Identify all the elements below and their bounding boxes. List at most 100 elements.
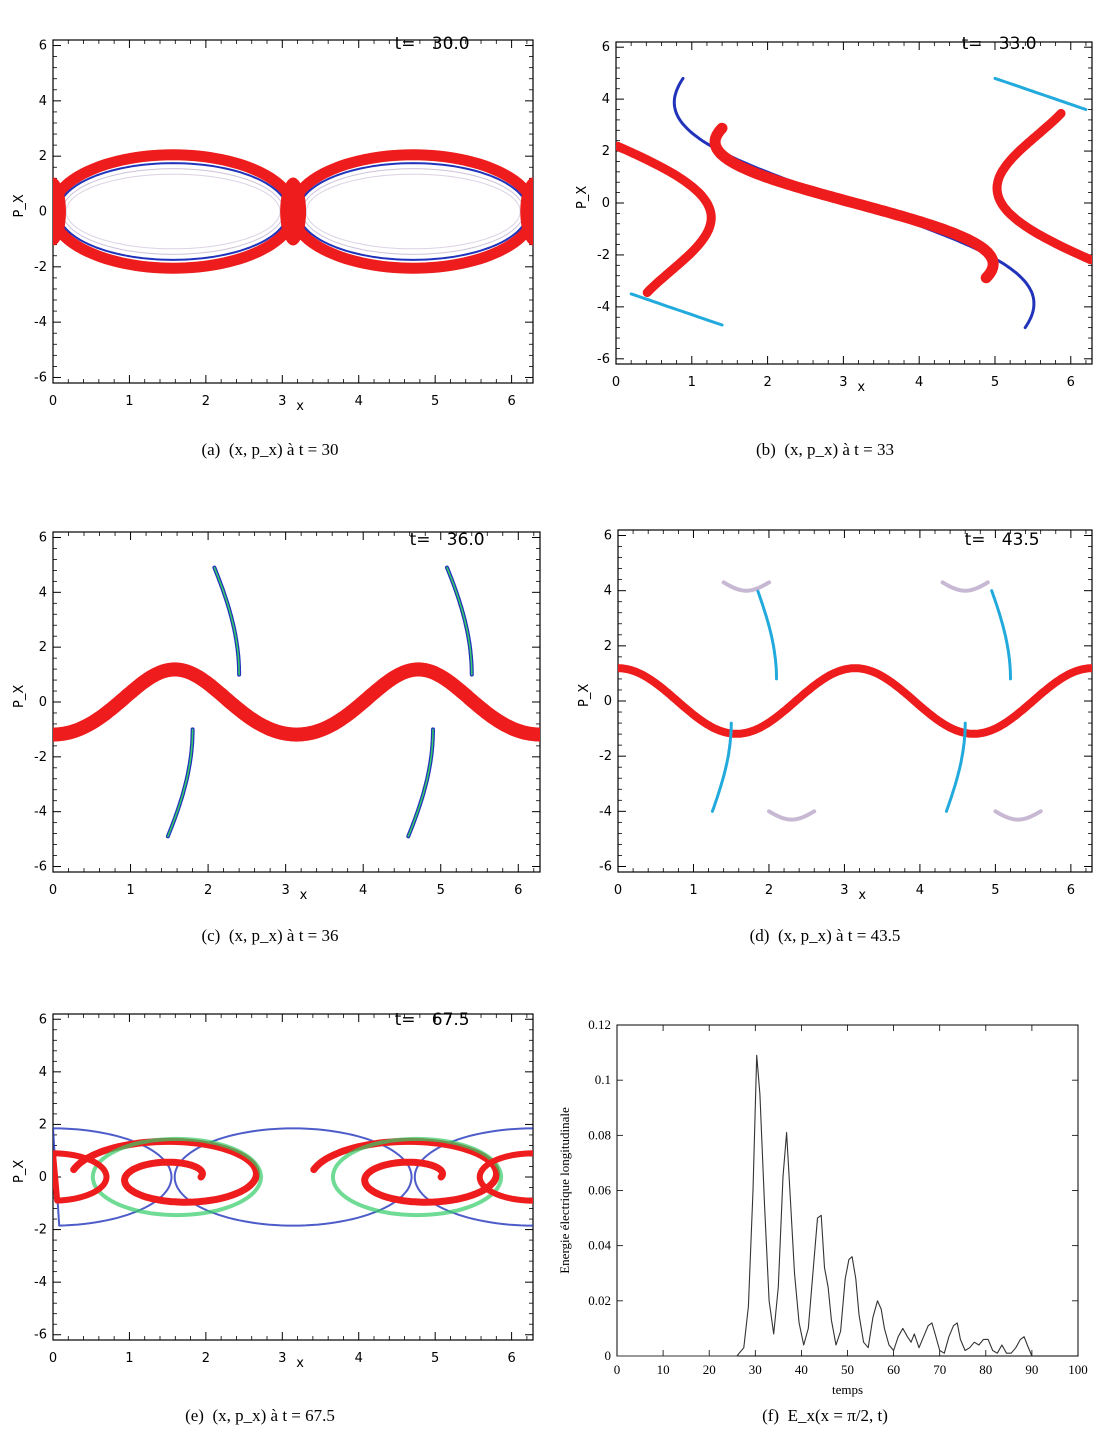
panel-c: t= 36.0 0 1 2 3 4 5 6 6 4 2 0 -2 -4 -6 x P_X (c) (x, p_… [0, 500, 550, 970]
y-tick-label: 6 [39, 39, 47, 54]
x-tick-label: 5 [431, 394, 439, 409]
y-tick-label: -4 [34, 805, 47, 820]
x-tick-label: 20 [703, 1362, 716, 1377]
y-tick-label: 6 [39, 1012, 47, 1027]
x-tick-label: 1 [688, 375, 696, 390]
phase-structures [53, 565, 540, 839]
caption-tag: (e) [185, 1406, 204, 1425]
y-tick-label: -2 [34, 750, 47, 765]
crescent-edge [406, 727, 435, 839]
y-tick-label: 4 [604, 584, 612, 599]
y-tick-label: -6 [597, 352, 610, 367]
x-axis-label: temps [832, 1382, 863, 1397]
crescent-edge [445, 565, 474, 677]
y-axis-label: P_X [575, 186, 590, 209]
y-tick-label: -6 [34, 370, 47, 385]
y-tick-label: -2 [599, 749, 612, 764]
phase-structures [616, 76, 1092, 330]
crescent-edge [710, 721, 733, 813]
caption-tag: (a) [201, 440, 221, 459]
crescent-edge [944, 721, 967, 813]
x-tick-label: 1 [125, 1351, 133, 1366]
title-prefix: t= [961, 34, 983, 54]
y-axis-label: P_X [12, 194, 27, 217]
faint-arc [993, 809, 1043, 822]
panel-b: t= 33.0 0 1 2 3 4 5 6 6 4 2 0 -2 -4 -6 x P_X (b) (x, p_… [550, 0, 1100, 470]
x-tick-label: 2 [204, 883, 212, 898]
title-value: 33.0 [998, 34, 1037, 54]
y-tick-label: 0 [39, 1170, 47, 1185]
chart-frame [616, 1024, 1079, 1357]
faint-arc [940, 580, 990, 593]
vortex-green-band [90, 1136, 263, 1218]
vortex-green-band [330, 1136, 504, 1218]
title-prefix: t= [964, 530, 986, 550]
faint-arc [767, 809, 817, 822]
x-tick-label: 6 [1067, 883, 1075, 898]
title-prefix: t= [394, 34, 416, 54]
y-tick-label: -4 [599, 804, 612, 819]
x-tick-label: 5 [431, 1351, 439, 1366]
phase-structures [53, 1127, 533, 1227]
x-tick-label: 5 [437, 883, 445, 898]
x-tick-label: 60 [887, 1362, 900, 1377]
phase-plot-c: 0 1 2 3 4 5 6 6 4 2 0 -2 -4 -6 x P_X [12, 530, 541, 903]
panel-a: t= 30.0 0 1 2 3 4 5 6 6 4 2 0 -2 -4 -6 x P_X (a) (x, p_… [0, 0, 550, 470]
xpoint-blob [280, 177, 307, 246]
crescent-green [213, 566, 240, 676]
y-tick-label: 0 [605, 1348, 612, 1363]
x-axis-label: x [296, 399, 304, 414]
y-tick-label: 2 [604, 639, 612, 654]
title-value: 67.5 [431, 1010, 470, 1030]
y-tick-label: -4 [597, 300, 610, 315]
vortex-faint-ring [65, 173, 281, 250]
panel-title: t= 33.0 [940, 14, 1037, 74]
caption-text: (x, p_x) à t = 36 [228, 926, 339, 945]
y-tick-label: 4 [602, 92, 610, 107]
title-value: 43.5 [1001, 530, 1040, 550]
crescent-green [407, 728, 434, 838]
y-axis-label: P_X [577, 684, 592, 707]
y-tick-label: 0 [39, 695, 47, 710]
x-tick-label: 0 [49, 1351, 57, 1366]
x-tick-label: 90 [1025, 1362, 1038, 1377]
x-tick-label: 5 [991, 883, 999, 898]
x-tick-label: 3 [840, 883, 848, 898]
energy-line-chart: 0 10 20 30 40 50 60 70 80 90 100 0 0.02 0.04 0.06 0.08 0… [557, 1017, 1088, 1397]
vortex-faint-ring [301, 168, 525, 255]
x-tick-label: 4 [355, 1351, 363, 1366]
outer-ring [173, 1127, 413, 1227]
panel-e: t= 67.5 0 1 2 3 4 5 6 6 4 2 0 -2 -4 -6 x P_X (e) (x, p_… [0, 985, 550, 1437]
x-tick-label: 100 [1068, 1362, 1088, 1377]
wave-core [618, 664, 1092, 738]
x-tick-label: 4 [355, 394, 363, 409]
xpoint-blob [53, 177, 66, 246]
vortex-faint-ring [61, 168, 285, 255]
y-tick-label: 6 [602, 40, 610, 55]
x-tick-label: 0 [49, 394, 57, 409]
wave-core [53, 662, 540, 742]
caption-text: (x, p_x) à t = 30 [228, 440, 339, 459]
filament-core-right [992, 108, 1092, 265]
x-tick-label: 1 [125, 394, 133, 409]
caption-tag: (f) [762, 1406, 780, 1425]
caption-a: (a) (x, p_x) à t = 30 [10, 440, 530, 460]
crescent-green [446, 566, 473, 676]
x-tick-label: 3 [278, 394, 286, 409]
panel-title: t= 67.5 [373, 990, 470, 1050]
y-tick-label: -2 [597, 248, 610, 263]
edge-spiral-core [53, 1150, 110, 1204]
x-tick-label: 1 [126, 883, 134, 898]
caption-c: (c) (x, p_x) à t = 36 [10, 926, 530, 946]
x-tick-label: 3 [282, 883, 290, 898]
x-tick-label: 6 [1067, 375, 1075, 390]
y-tick-label: 0.02 [588, 1293, 611, 1308]
y-tick-label: -6 [34, 860, 47, 875]
x-tick-label: 80 [979, 1362, 992, 1377]
caption-text: E_x(x = π/2, t) [787, 1406, 888, 1425]
x-axis-label: x [858, 888, 866, 903]
vortex-faint-ring [305, 173, 521, 250]
caption-text: (x, p_x) à t = 33 [784, 440, 894, 459]
caption-tag: (d) [749, 926, 770, 945]
vortex-inner-edge [297, 162, 529, 261]
